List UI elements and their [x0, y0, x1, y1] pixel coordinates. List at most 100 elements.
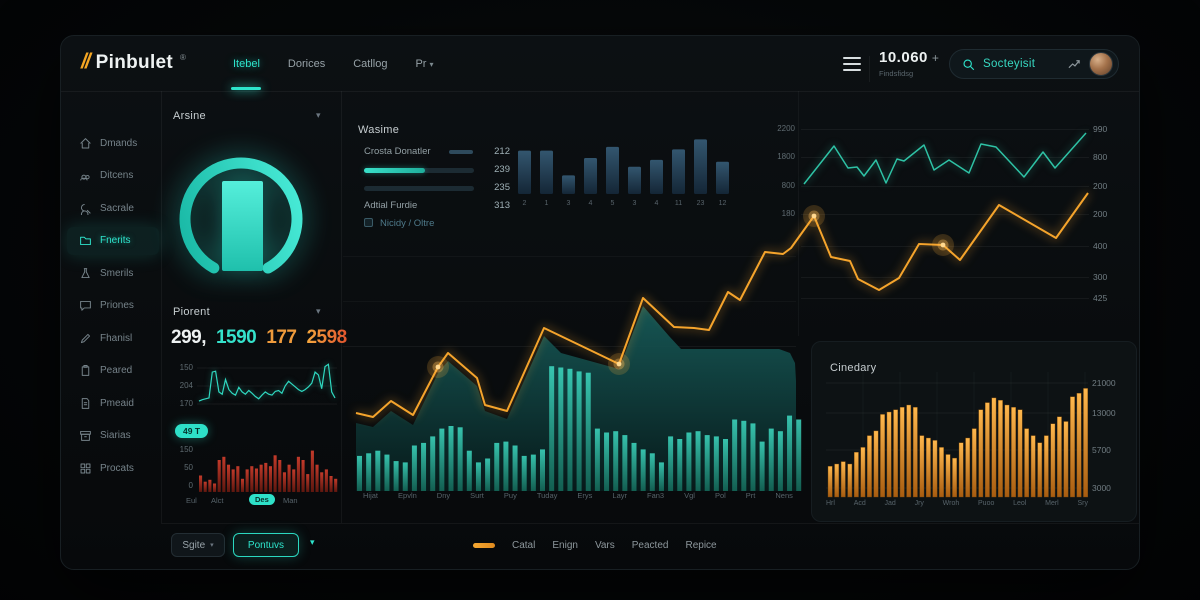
search-icon	[963, 58, 975, 70]
x-axis-label: Puoo	[978, 500, 995, 507]
y-axis-label: 3000	[1092, 483, 1111, 493]
main-area-chart	[356, 306, 802, 491]
x-axis-label: Eul	[186, 496, 197, 505]
nav-item-catllog[interactable]: Catllog	[351, 38, 389, 90]
sidebar-item-label: Procats	[100, 462, 134, 474]
nav-item-label: Dorices	[287, 57, 326, 70]
expand-chevron-icon[interactable]: ▾	[310, 537, 315, 547]
x-axis-label: 5	[610, 200, 615, 207]
chat-icon	[80, 300, 91, 311]
search-input[interactable]: Socteyisit	[983, 58, 1036, 70]
y-axis-label: 300	[1093, 272, 1108, 282]
y-axis-label: 200	[1093, 209, 1108, 219]
x-axis-label: Vgl	[684, 491, 695, 500]
slate-bar-chart	[518, 139, 729, 194]
legend-item: Peacted	[631, 540, 669, 551]
sidebar-item-siarias[interactable]: Siarias	[67, 422, 159, 450]
users-icon	[80, 174, 90, 181]
grid-icon	[80, 463, 91, 473]
y-axis-label: 1800	[777, 152, 795, 161]
archive-icon	[80, 430, 91, 441]
sidebar-item-pmeaid[interactable]: Pmeaid	[67, 389, 159, 417]
stat-value: 177	[266, 327, 297, 348]
chevron-down-icon[interactable]: ▾	[316, 110, 321, 120]
chevron-down-icon[interactable]: ▾	[316, 306, 321, 316]
y-axis-label: 13000	[1092, 408, 1116, 418]
primary-button[interactable]: Pontuvs	[233, 533, 299, 557]
filter-button[interactable]: Sgite ▾	[171, 533, 225, 557]
progress-bar[interactable]	[364, 186, 474, 191]
brand-name: Pinbulet	[95, 52, 174, 73]
gridline	[801, 298, 1089, 299]
sidebar-item-fnerits[interactable]: Fnerits	[67, 226, 159, 255]
sidebar-item-label: Ditcens	[100, 170, 134, 181]
sidebar-item-label: Sacrale	[100, 202, 134, 214]
stat-value: 2598	[306, 327, 347, 348]
sparkline-block: 150 204 170	[173, 354, 339, 414]
gridline	[801, 129, 1089, 130]
x-axis-label: 3	[566, 200, 571, 207]
gridline	[801, 186, 1089, 187]
progress-bar[interactable]	[364, 168, 474, 173]
brand-slashes-icon: //	[81, 50, 91, 73]
x-axis-label: Prt	[745, 491, 756, 500]
y-axis-label: 21000	[1092, 378, 1116, 388]
legend-item: Vars	[594, 540, 615, 551]
y-axis-label: 400	[1093, 241, 1108, 251]
brand-logo[interactable]: // Pinbulet ®	[81, 50, 186, 74]
x-axis-label: Fan3	[647, 491, 665, 500]
legend-swatch	[473, 543, 495, 548]
x-axis-label: Jad	[884, 500, 896, 507]
sidebar-item-ditcens[interactable]: Ditcens	[67, 162, 159, 190]
hamburger-menu-icon[interactable]	[843, 57, 861, 75]
cinedary-x-axis: Hrl Acd Jad Jry Wroh Puoo Leol Merl Sry	[826, 500, 1088, 507]
x-axis-label: 2	[522, 200, 527, 207]
y-axis-label: 425	[1093, 293, 1108, 303]
x-axis-label: Nens	[775, 491, 793, 500]
x-axis-label: Epvln	[398, 491, 417, 500]
y-axis-label: 200	[1093, 181, 1108, 191]
gridline	[801, 246, 1089, 247]
avatar[interactable]	[1089, 52, 1113, 76]
sidebar-item-dmands[interactable]: Dmands	[67, 129, 159, 157]
nav-item-itebel[interactable]: Itebel	[231, 38, 262, 90]
x-axis-label: Alct	[211, 496, 224, 505]
x-axis-pill[interactable]: Des	[249, 494, 275, 505]
sidebar-item-smerils[interactable]: Smerils	[67, 259, 159, 287]
checkbox[interactable]	[364, 218, 373, 227]
x-axis-label: Layr	[612, 491, 627, 500]
sidebar-item-sacrale[interactable]: Sacrale	[67, 194, 159, 222]
brand-registered-mark: ®	[180, 53, 186, 62]
y-axis-label: 0	[188, 481, 193, 490]
search-bar[interactable]: Socteyisit	[949, 49, 1119, 79]
sidebar-item-priones[interactable]: Priones	[67, 292, 159, 320]
nav-item-label: Pr	[415, 57, 427, 70]
sidebar-item-label: Fhanisl	[100, 332, 133, 344]
cinedary-bar-chart	[826, 382, 1088, 498]
sidebar-item-fhanisl[interactable]: Fhanisl	[67, 324, 159, 352]
x-axis-label: Sry	[1077, 500, 1088, 507]
add-icon[interactable]: +	[931, 51, 939, 65]
kpi-badge: 49 T	[175, 424, 209, 438]
x-axis-label: 4	[654, 200, 659, 207]
x-axis-label: Merl	[1045, 500, 1059, 507]
x-axis-label: Hrl	[826, 500, 835, 507]
piorent-panel-title: Piorent	[173, 306, 210, 318]
nav-item-dorices[interactable]: Dorices	[286, 38, 327, 90]
sidebar-item-label: Priones	[100, 300, 134, 311]
flask-icon	[81, 267, 90, 278]
nav-item-label: Itebel	[233, 57, 260, 70]
sidebar-item-procats[interactable]: Procats	[67, 454, 159, 482]
nav-item-pr[interactable]: Pr ▾	[413, 38, 435, 90]
x-axis-label: Jry	[914, 500, 924, 507]
y-axis-label: 150	[179, 363, 193, 372]
teal-line-chart	[803, 132, 1087, 185]
trending-icon[interactable]	[1068, 58, 1081, 70]
x-axis-label: Wroh	[942, 500, 960, 507]
points-counter: 10.060 + Findsfidsg	[879, 49, 939, 78]
sidebar-item-peared[interactable]: Peared	[67, 357, 159, 385]
legend-item: Catal	[512, 540, 536, 551]
progress-label: Crosta Donatler	[364, 146, 431, 157]
pen-icon	[80, 333, 91, 343]
doc-icon	[81, 397, 90, 409]
